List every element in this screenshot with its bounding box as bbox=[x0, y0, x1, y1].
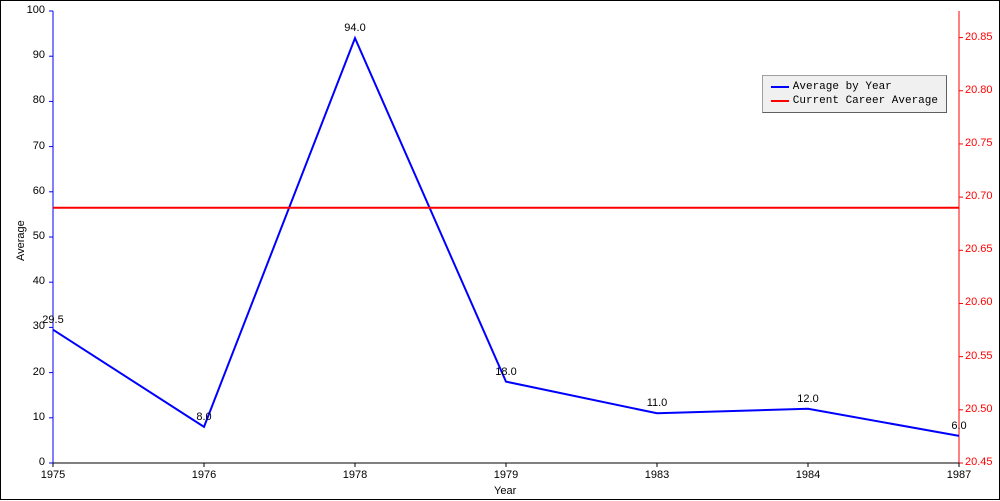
x-tick-label: 1978 bbox=[343, 469, 367, 481]
x-tick-label: 1979 bbox=[494, 469, 518, 481]
legend-label: Average by Year bbox=[793, 80, 892, 94]
legend: Average by YearCurrent Career Average bbox=[762, 75, 947, 113]
legend-swatch bbox=[771, 100, 789, 102]
x-tick-label: 1983 bbox=[645, 469, 669, 481]
chart-container: Average Year Average by YearCurrent Care… bbox=[0, 0, 1000, 500]
legend-item: Average by Year bbox=[771, 80, 938, 94]
data-point-label: 29.5 bbox=[42, 314, 63, 326]
data-point-label: 6.0 bbox=[951, 420, 966, 432]
legend-item: Current Career Average bbox=[771, 94, 938, 108]
data-point-label: 94.0 bbox=[344, 22, 365, 34]
legend-swatch bbox=[771, 86, 789, 88]
x-tick-label: 1976 bbox=[192, 469, 216, 481]
x-tick-label: 1975 bbox=[41, 469, 65, 481]
data-point-label: 8.0 bbox=[196, 411, 211, 423]
x-tick-label: 1987 bbox=[947, 469, 971, 481]
data-point-label: 18.0 bbox=[495, 366, 516, 378]
x-tick-label: 1984 bbox=[796, 469, 820, 481]
data-point-label: 11.0 bbox=[647, 397, 668, 409]
data-point-label: 12.0 bbox=[797, 393, 818, 405]
legend-label: Current Career Average bbox=[793, 94, 938, 108]
